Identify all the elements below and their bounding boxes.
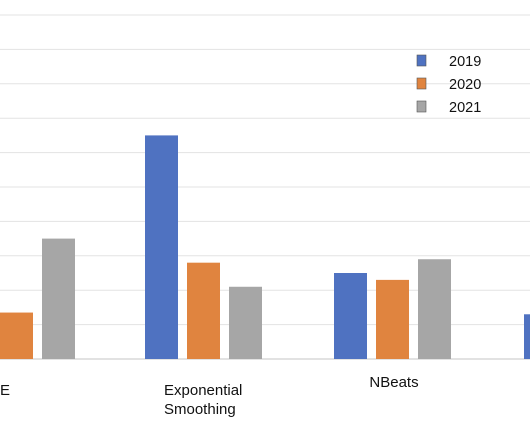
bar-2020-2 xyxy=(376,279,409,359)
bar-2020-1 xyxy=(187,262,220,359)
legend-label-2021: 2021 xyxy=(449,100,481,116)
bar-2021-2 xyxy=(418,259,451,359)
bars xyxy=(0,135,530,359)
legend-label-2019: 2019 xyxy=(449,54,481,70)
legend-label-2020: 2020 xyxy=(449,77,481,93)
bar-2020-0 xyxy=(0,312,33,359)
category-label-0: VE xyxy=(0,382,10,399)
bar-2019-1 xyxy=(145,135,178,359)
legend-swatch-2021 xyxy=(416,100,427,113)
legend: 2019 2020 2021 xyxy=(416,54,481,116)
category-label-1: Exponential Smoothing xyxy=(164,382,242,418)
bar-2021-0 xyxy=(42,238,75,359)
category-label-2: NBeats xyxy=(369,374,418,391)
bar-2021-1 xyxy=(229,286,262,359)
legend-swatch-2019 xyxy=(416,54,427,67)
bar-2019-2 xyxy=(334,273,367,359)
bar-2019-3 xyxy=(524,314,530,359)
gridlines xyxy=(0,14,530,360)
legend-swatch-2020 xyxy=(416,77,427,90)
